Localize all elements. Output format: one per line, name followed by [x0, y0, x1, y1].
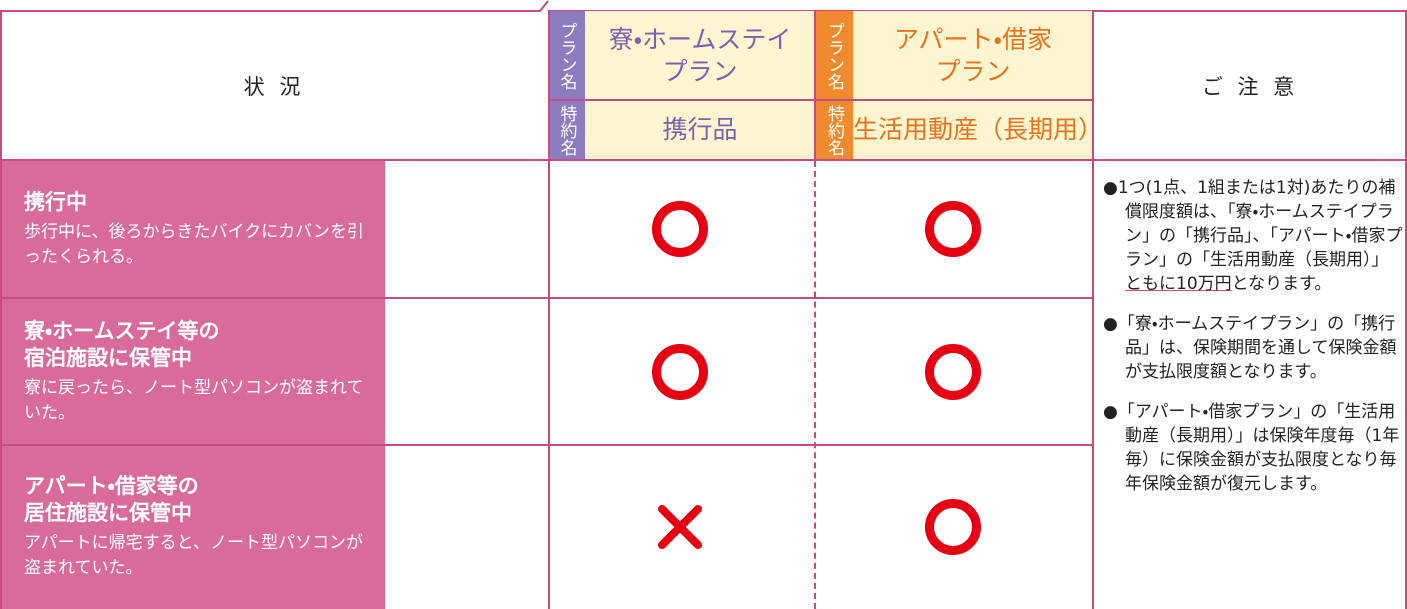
row-title: 携行中	[24, 189, 87, 214]
rider-label: 特約名	[548, 100, 585, 160]
notes-divider	[1092, 11, 1094, 609]
mark-cell	[545, 298, 815, 445]
row-header: アパート・借家等の 居住施設に保管中アパートに帰宅すると、ノート型パソコンが盗まれ…	[0, 445, 385, 609]
dashed-divider	[814, 161, 816, 609]
note-text: ともに10万円	[1125, 274, 1232, 294]
note-text: となります。	[1231, 274, 1332, 294]
row-header: 寮・ホームステイ等の 宿泊施設に保管中寮に戻ったら、ノート型パソコンが盗まれていた…	[0, 298, 385, 445]
plan-label: プラン名	[815, 11, 853, 100]
rider-name: 生活用動産（長期用）	[853, 100, 1103, 160]
row-divider	[0, 444, 1093, 446]
header-mid	[548, 99, 1093, 101]
header-bottom	[0, 159, 1407, 161]
note: ●1つ(1点、1組または1対)あたりの補償限度額は、「寮・ホームステイプラン」の…	[1103, 176, 1403, 296]
plan-label: プラン名	[548, 11, 585, 100]
row-description: 寮に戻ったら、ノート型パソコンが盗まれていた。	[24, 377, 364, 423]
mark-cell	[545, 160, 815, 298]
plan-divider	[814, 11, 816, 160]
row-title: アパート・借家等の 居住施設に保管中	[24, 474, 199, 525]
circle-mark	[925, 343, 981, 400]
circle-mark	[925, 499, 981, 555]
note-text: ●1つ(1点、1組または1対)あたりの補償限度額は、「寮・ホームステイプラン」の…	[1103, 178, 1403, 270]
row-divider	[0, 297, 1093, 299]
note: ●「寮・ホームステイプラン」の「携行品」は、保険期間を通して保険金額が支払限度額…	[1103, 312, 1403, 384]
rider-label: 特約名	[815, 100, 853, 160]
header-divider	[548, 11, 550, 609]
mark-cell	[545, 445, 815, 609]
row-description: アパートに帰宅すると、ノート型パソコンが盗まれていた。	[24, 533, 363, 578]
plan-name: アパート・借家 プラン	[853, 11, 1093, 100]
circle-mark	[925, 201, 981, 257]
notes-header: ご 注 意	[1201, 74, 1299, 99]
note-text: ●「アパート・借家プラン」の「生活用動産（長期用）」は保険年度毎（1年毎）に保険…	[1103, 402, 1400, 494]
notes: ●1つ(1点、1組または1対)あたりの補償限度額は、「寮・ホームステイプラン」の…	[1103, 176, 1403, 512]
left-border	[0, 11, 2, 609]
mark-cell	[813, 445, 1093, 609]
row-title: 寮・ホームステイ等の 宿泊施設に保管中	[24, 318, 220, 370]
note: ●「アパート・借家プラン」の「生活用動産（長期用）」は保険年度毎（1年毎）に保険…	[1103, 400, 1403, 496]
circle-mark	[652, 201, 708, 257]
plan-name: 寮・ホームステイ プラン	[585, 11, 815, 100]
situation-header: 状 況	[243, 74, 305, 99]
row-description: 歩行中に、後ろからきたバイクにカバンを引ったくられる。	[24, 221, 364, 267]
note-text: ●「寮・ホームステイプラン」の「携行品」は、保険期間を通して保険金額が支払限度額…	[1103, 314, 1397, 382]
cross-mark	[658, 505, 702, 549]
circle-mark	[652, 343, 708, 400]
right-border	[1405, 11, 1407, 609]
mark-cell	[813, 160, 1093, 298]
row-header: 携行中歩行中に、後ろからきたバイクにカバンを引ったくられる。	[0, 160, 385, 298]
rider-name: 携行品	[585, 100, 815, 160]
mark-cell	[813, 298, 1093, 445]
